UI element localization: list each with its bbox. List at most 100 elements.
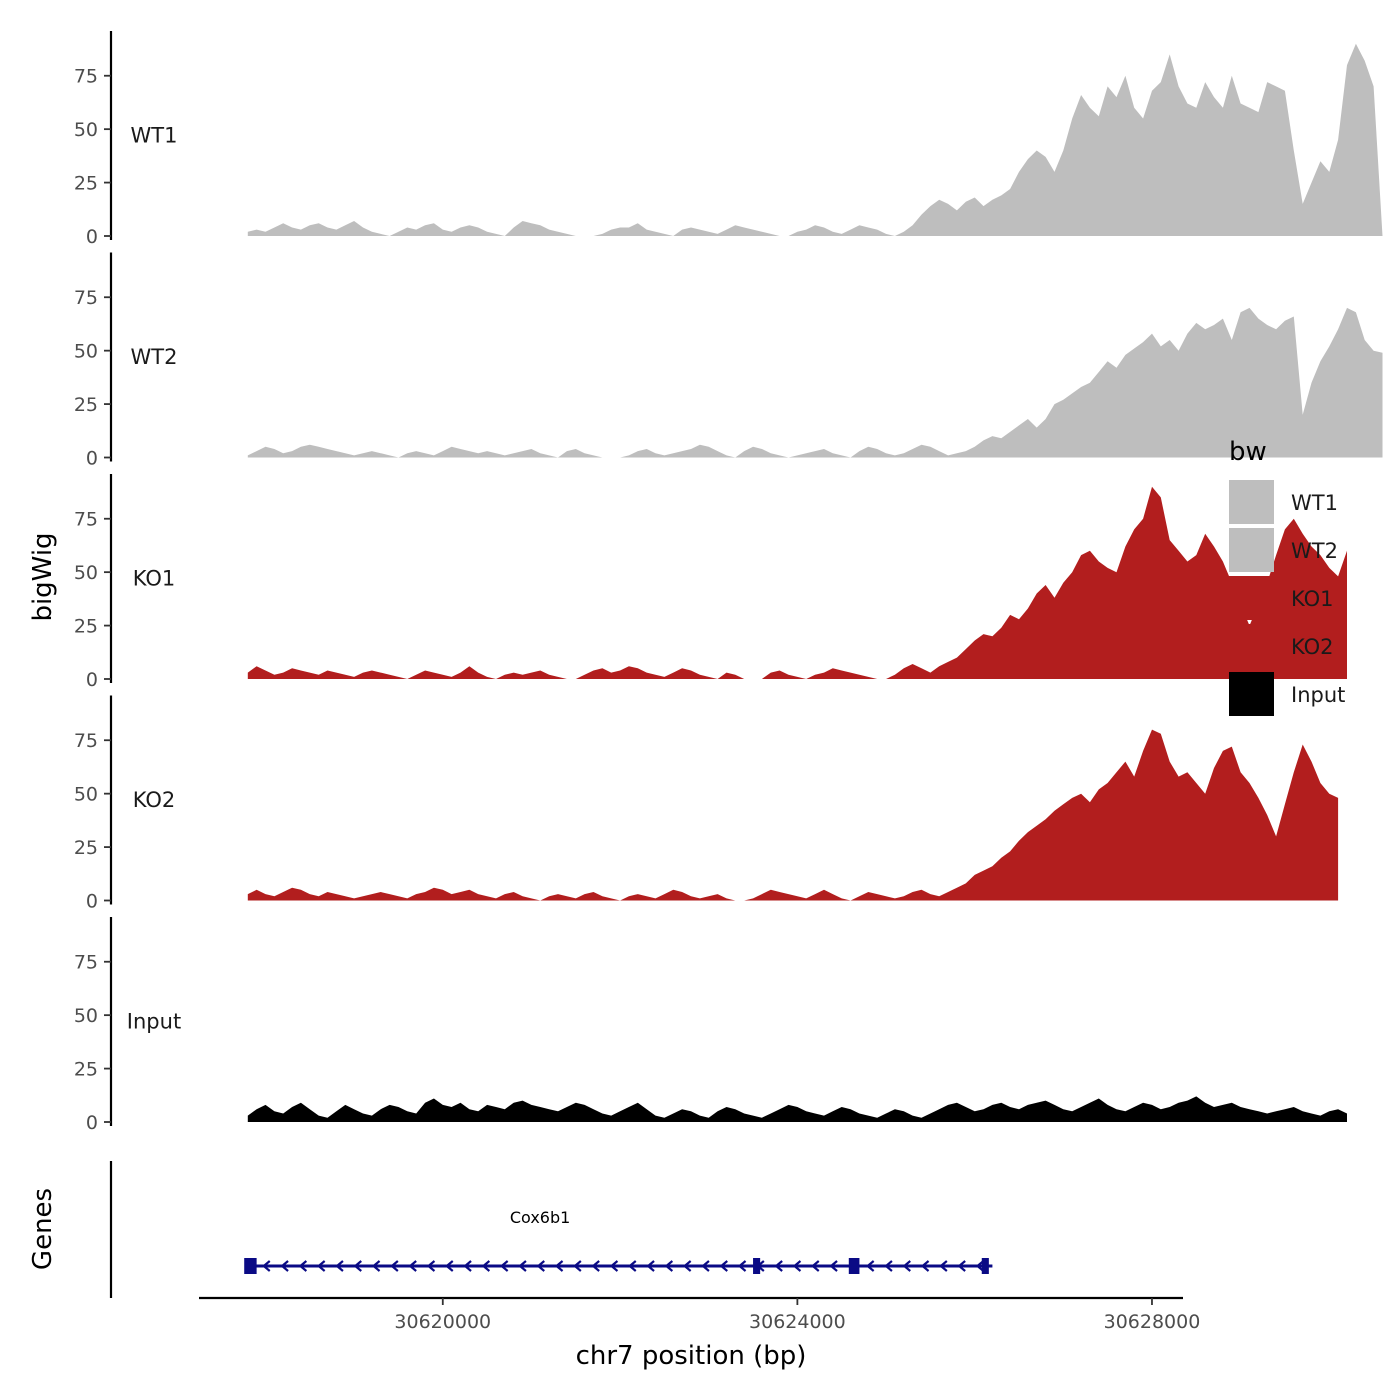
y-tick-label: 25: [74, 394, 98, 416]
x-tick-label: 30620000: [394, 1311, 491, 1333]
strand-chevron: [939, 1260, 948, 1272]
strand-chevron: [902, 1260, 911, 1272]
gene-track-title: Genes: [28, 1188, 58, 1270]
strand-chevron: [298, 1260, 308, 1272]
gene-cox6b1: Cox6b1: [244, 1208, 993, 1274]
strand-chevron: [884, 1260, 893, 1272]
gene-track: Genes Cox6b1: [28, 1161, 993, 1298]
y-tick-label: 50: [74, 784, 98, 806]
strand-chevron: [609, 1260, 619, 1272]
strand-chevron: [664, 1260, 674, 1272]
strand-chevron: [591, 1260, 600, 1272]
y-axis-title: bigWig: [28, 532, 58, 621]
legend-swatch-ko1: [1229, 576, 1274, 620]
y-tick-label: 50: [74, 341, 98, 363]
legend-swatch-wt1: [1229, 480, 1274, 524]
track-panel-wt2: 0 25 50 75 WT2: [74, 252, 1383, 470]
y-tick-label: 75: [74, 730, 98, 752]
y-tick-label: 50: [74, 119, 98, 141]
legend-swatch-input: [1229, 672, 1274, 716]
strand-chevron: [335, 1260, 344, 1272]
strand-chevron: [774, 1260, 783, 1272]
y-tick-label: 25: [74, 1059, 98, 1081]
y-tick-label: 0: [86, 448, 98, 470]
coverage-area-ko2: [247, 729, 1339, 901]
y-tick-label: 75: [74, 287, 98, 309]
strand-chevron: [481, 1260, 491, 1272]
y-tick-label: 25: [74, 616, 98, 638]
track-panel-input: 0 25 50 75 Input: [74, 917, 1347, 1134]
y-tick-label: 0: [86, 1112, 98, 1134]
y-tick-label: 75: [74, 66, 98, 88]
strand-chevron: [792, 1260, 802, 1272]
legend-label-wt1: WT1: [1291, 491, 1338, 515]
strand-chevron: [811, 1260, 820, 1272]
strand-chevron: [426, 1260, 436, 1272]
coverage-area-wt1: [247, 43, 1383, 237]
strand-chevron: [371, 1260, 381, 1272]
legend-swatch-wt2: [1229, 528, 1274, 572]
track-label: KO2: [133, 788, 176, 812]
gene-exon: [848, 1258, 860, 1274]
legend-title: bw: [1229, 437, 1267, 467]
strand-chevron: [280, 1260, 289, 1272]
y-tick-label: 50: [74, 1005, 98, 1027]
legend-label-ko2: KO2: [1291, 635, 1334, 659]
strand-chevron: [646, 1260, 655, 1272]
track-label: WT2: [131, 345, 178, 369]
legend: bw WT1 WT2 KO1 KO2 Input: [1229, 437, 1345, 716]
strand-chevron: [975, 1260, 985, 1272]
strand-chevron: [829, 1260, 838, 1272]
x-tick-label: 30624000: [749, 1311, 846, 1333]
x-axis-title: chr7 position (bp): [576, 1341, 807, 1371]
legend-label-ko1: KO1: [1291, 587, 1334, 611]
gene-exon: [244, 1258, 257, 1274]
track-panel-ko1: 0 25 50 75 KO1: [74, 474, 1347, 691]
y-tick-label: 75: [74, 509, 98, 531]
y-tick-label: 25: [74, 173, 98, 195]
strand-chevron: [353, 1260, 362, 1272]
track-panel-ko2: 0 25 50 75 KO2: [74, 695, 1339, 913]
strand-chevron: [554, 1260, 564, 1272]
x-axis: chr7 position (bp) 30620000 30624000 30628…: [199, 1296, 1201, 1371]
track-label: KO1: [133, 567, 176, 591]
y-tick-label: 0: [86, 891, 98, 913]
track-label: Input: [127, 1010, 181, 1034]
strand-chevron: [701, 1260, 710, 1272]
strand-chevron: [628, 1260, 637, 1272]
coverage-area-input: [247, 1096, 1347, 1122]
gene-name-label: Cox6b1: [510, 1208, 570, 1227]
strand-chevron: [499, 1260, 509, 1272]
strand-chevron: [737, 1260, 747, 1272]
strand-chevron: [719, 1260, 728, 1272]
strand-chevron: [408, 1260, 417, 1272]
strand-chevron: [518, 1260, 527, 1272]
gene-exon: [753, 1258, 761, 1274]
strand-chevron: [957, 1260, 966, 1272]
strand-chevron: [865, 1260, 875, 1272]
coverage-tracks: 0 25 50 75 WT1 0 25 50 75 WT2 0 25 50 75 KO1 0 25 50 75 KO2…: [74, 31, 1383, 1134]
y-tick-label: 50: [74, 562, 98, 584]
strand-chevron: [920, 1260, 930, 1272]
y-tick-label: 0: [86, 669, 98, 691]
legend-label-input: Input: [1291, 683, 1345, 707]
coverage-area-wt2: [247, 307, 1383, 458]
strand-chevron: [262, 1260, 271, 1272]
strand-chevron: [463, 1260, 472, 1272]
strand-chevron: [445, 1260, 454, 1272]
track-label: WT1: [131, 124, 178, 148]
strand-chevron: [682, 1260, 692, 1272]
strand-chevron: [316, 1260, 326, 1272]
y-tick-label: 25: [74, 837, 98, 859]
gene-exon: [981, 1258, 989, 1274]
strand-chevron: [573, 1260, 582, 1272]
legend-swatch-ko2: [1229, 624, 1274, 668]
x-tick-label: 30628000: [1104, 1311, 1201, 1333]
legend-label-wt2: WT2: [1291, 539, 1338, 563]
y-tick-label: 75: [74, 952, 98, 974]
y-tick-label: 0: [86, 226, 98, 248]
track-panel-wt1: 0 25 50 75 WT1: [74, 31, 1383, 248]
strand-chevron: [390, 1260, 399, 1272]
coverage-area-ko1: [247, 486, 1347, 679]
